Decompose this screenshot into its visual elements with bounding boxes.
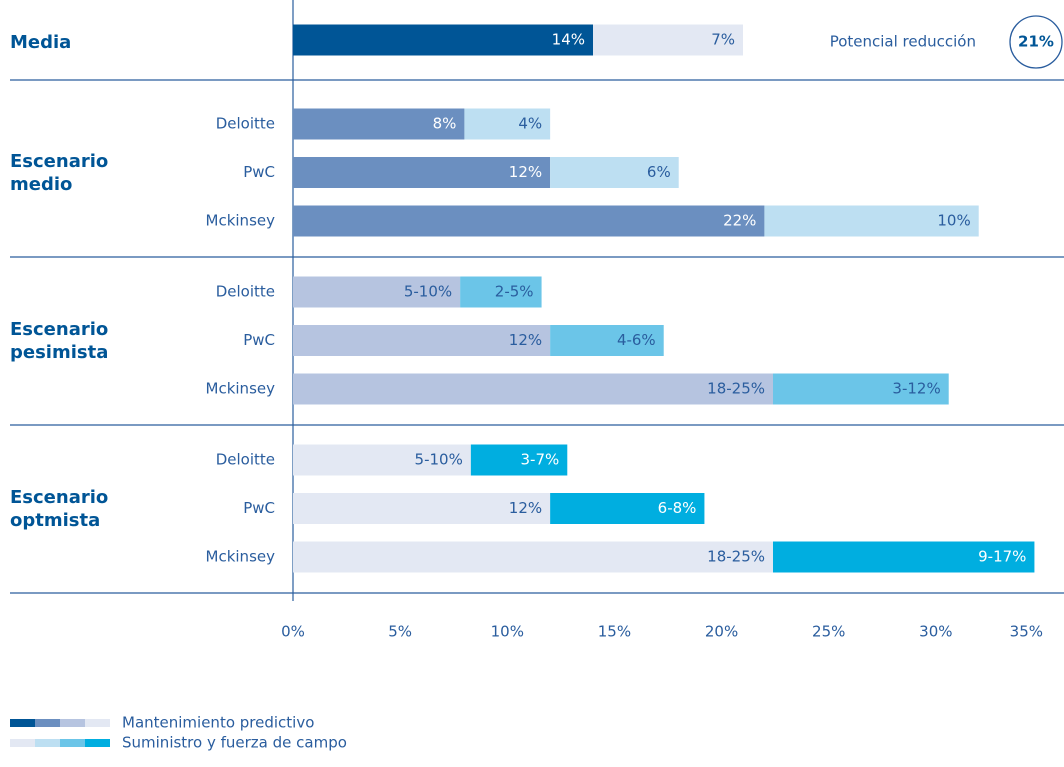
total-label: 21%	[1018, 33, 1054, 51]
bar-segment	[293, 157, 551, 188]
x-tick-label: 15%	[598, 623, 631, 641]
value-label: 3-12%	[892, 380, 940, 398]
value-label: 10%	[937, 212, 970, 230]
group-label: Escenario optmista	[10, 486, 109, 531]
bar-segment	[550, 325, 664, 356]
category-label: Mckinsey	[206, 212, 276, 230]
legend-label: Mantenimiento predictivo	[122, 714, 314, 732]
value-label: 3-7%	[521, 451, 560, 469]
bar-segment	[550, 493, 705, 524]
value-label: 8%	[433, 115, 457, 133]
bar-segment	[773, 541, 1035, 573]
bar-segment	[293, 205, 765, 237]
x-tick-label: 20%	[705, 623, 738, 641]
value-label: 6-8%	[658, 499, 697, 517]
x-tick-label: 25%	[812, 623, 845, 641]
bar-segment	[460, 276, 542, 308]
bar-segment	[470, 444, 568, 476]
bar-segment	[293, 276, 461, 308]
bar-segment	[293, 24, 593, 56]
category-label: Deloitte	[216, 451, 275, 469]
value-label: 5-10%	[404, 283, 452, 301]
total-circle	[1009, 15, 1063, 69]
group-label: Escenario pesimista	[10, 318, 109, 363]
x-tick-label: 0%	[281, 623, 305, 641]
legend-swatch	[35, 739, 60, 747]
legend-swatch	[85, 719, 110, 727]
value-label: 5-10%	[415, 451, 463, 469]
legend-swatch	[85, 739, 110, 747]
value-label: 2-5%	[495, 283, 534, 301]
bar-segment	[293, 325, 551, 356]
value-label: 4-6%	[617, 331, 656, 349]
bar-segment	[293, 373, 773, 405]
legend-swatch	[60, 719, 85, 727]
bar-segment	[293, 108, 465, 140]
bar-segment	[293, 444, 471, 476]
group-label: Escenario medio	[10, 150, 109, 195]
bar-segment	[464, 108, 551, 140]
category-label: PwC	[243, 499, 275, 517]
total-text: Potencial reducción	[830, 33, 976, 51]
x-tick-label: 30%	[919, 623, 952, 641]
category-label: PwC	[243, 331, 275, 349]
category-label: Deloitte	[216, 283, 275, 301]
bar-segment	[293, 541, 773, 573]
category-label: Mckinsey	[206, 548, 276, 566]
category-label: PwC	[243, 163, 275, 181]
legend-swatch	[10, 719, 35, 727]
value-label: 12%	[509, 499, 542, 517]
value-label: 6%	[647, 163, 671, 181]
value-label: 18-25%	[707, 380, 765, 398]
value-label: 4%	[518, 115, 542, 133]
category-label: Deloitte	[216, 115, 275, 133]
bar-segment	[293, 493, 551, 524]
value-label: 18-25%	[707, 548, 765, 566]
bar-segment	[773, 373, 949, 405]
group-label: Media	[10, 31, 72, 53]
value-label: 12%	[509, 331, 542, 349]
bar-segment	[764, 205, 979, 237]
bar-segment	[550, 157, 679, 188]
value-label: 22%	[723, 212, 756, 230]
x-tick-label: 5%	[388, 623, 412, 641]
value-label: 7%	[711, 31, 735, 49]
legend-swatch	[10, 739, 35, 747]
x-tick-label: 10%	[491, 623, 524, 641]
value-label: 14%	[552, 31, 585, 49]
value-label: 9-17%	[978, 548, 1026, 566]
category-label: Mckinsey	[206, 380, 276, 398]
legend-swatch	[35, 719, 60, 727]
legend-label: Suministro y fuerza de campo	[122, 734, 347, 752]
legend-swatch	[60, 739, 85, 747]
x-tick-label: 35%	[1010, 623, 1043, 641]
bar-segment	[593, 24, 743, 56]
value-label: 12%	[509, 163, 542, 181]
